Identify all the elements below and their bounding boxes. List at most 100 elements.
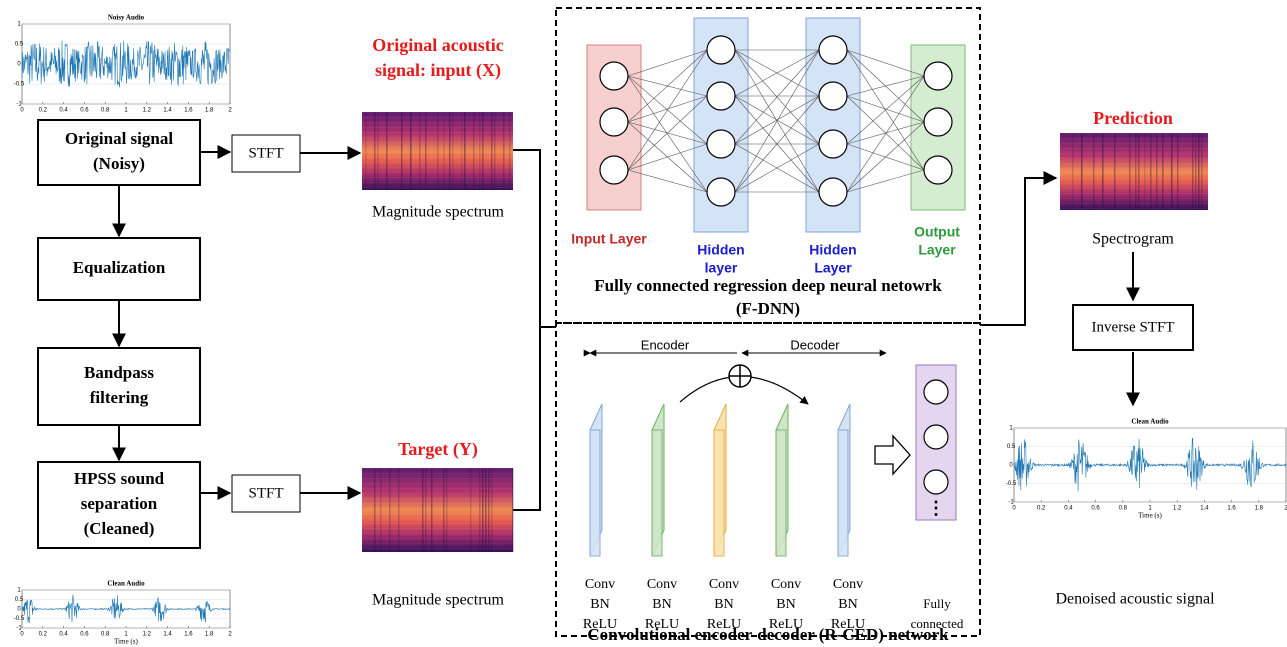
x-tick-label: 0.2: [1037, 506, 1046, 512]
spec-band: [362, 177, 513, 178]
conv-label: BN: [714, 597, 733, 612]
flow-box-text: (Cleaned): [84, 519, 155, 538]
layer-label: Layer: [814, 260, 852, 276]
spec-stripe: [485, 468, 487, 552]
conv-label: BN: [590, 597, 609, 612]
x-tick-label: 0.8: [1119, 506, 1128, 512]
x-tick-label: 1.8: [205, 632, 214, 638]
spec-stripe: [401, 112, 403, 190]
y-tick-label: 0: [17, 607, 21, 613]
flow-box-text: HPSS sound: [74, 469, 165, 488]
spec-band: [1060, 198, 1208, 199]
x-tick-label: 1.8: [1255, 506, 1264, 512]
spec-stripe: [419, 112, 421, 190]
conv-label: Conv: [647, 577, 677, 592]
conv-label: BN: [776, 597, 795, 612]
x-tick-label: 0: [20, 632, 24, 638]
x-tick-label: 1.2: [143, 632, 152, 638]
spec-band: [1060, 143, 1208, 144]
x-tick-label: 0: [1012, 506, 1016, 512]
conv-label: BN: [838, 597, 857, 612]
spec-stripe: [422, 468, 424, 552]
layer-label: Input Layer: [571, 231, 647, 247]
fc-label: Fully: [923, 596, 951, 611]
spec-stripe: [425, 468, 427, 552]
spec-band: [362, 533, 513, 534]
x-tick-label: 0.2: [39, 108, 48, 114]
spec-stripe: [491, 112, 493, 190]
flow-box-text: filtering: [90, 388, 149, 407]
neuron: [819, 178, 847, 206]
prediction-title: Prediction: [1093, 108, 1173, 128]
x-tick-label: 1.4: [163, 108, 172, 114]
spectrum-title: signal: input (X): [375, 60, 501, 81]
neuron: [819, 130, 847, 158]
spec-band: [362, 172, 513, 173]
neuron: [924, 62, 952, 90]
dnn-caption: Fully connected regression deep neural n…: [594, 276, 942, 295]
spec-stripe: [380, 468, 382, 552]
spec-band: [362, 122, 513, 123]
spec-stripe: [365, 112, 367, 190]
x-tick-label: 0.6: [1091, 506, 1100, 512]
spec-band: [362, 187, 513, 188]
x-tick-label: 1.6: [1227, 506, 1236, 512]
flow-box-text: Bandpass: [84, 363, 154, 382]
spec-stripe: [425, 112, 427, 190]
x-tick-label: 0.4: [59, 108, 68, 114]
spec-stripe: [431, 468, 433, 552]
spec-stripe: [449, 112, 451, 190]
layer-label: layer: [705, 260, 738, 276]
stft-text: STFT: [248, 485, 283, 501]
spec-stripe: [479, 468, 481, 552]
spec-band: [362, 513, 513, 514]
layer-label: Output: [914, 224, 960, 240]
layer-label: Hidden: [809, 242, 856, 258]
x-tick-label: 1.2: [143, 108, 152, 114]
spec-stripe: [491, 468, 493, 552]
conv-slab: [590, 430, 600, 556]
y-tick-label: 0: [1009, 463, 1013, 469]
conv-label: Conv: [833, 577, 863, 592]
spec-band: [362, 508, 513, 509]
spec-stripe: [482, 468, 484, 552]
neuron: [707, 36, 735, 64]
y-tick-label: -0.5: [14, 616, 25, 622]
x-tick-label: 0.2: [39, 632, 48, 638]
conv-label: Conv: [771, 577, 801, 592]
spec-band: [1060, 148, 1208, 149]
spec-stripe: [389, 468, 391, 552]
spec-stripe: [464, 112, 466, 190]
spec-band: [362, 112, 513, 113]
connector: [513, 150, 556, 510]
inverse-text: Inverse STFT: [1092, 319, 1175, 335]
x-tick-label: 1.8: [205, 108, 214, 114]
neuron: [707, 82, 735, 110]
hollow-arrow: [875, 436, 910, 474]
spec-stripe: [386, 112, 388, 190]
y-tick-label: 0: [17, 62, 21, 68]
spec-stripe: [446, 468, 448, 552]
neuron: [924, 108, 952, 136]
spec-stripe: [410, 112, 412, 190]
neuron: [924, 156, 952, 184]
spec-stripe: [482, 112, 484, 190]
x-tick-label: 0.8: [101, 632, 110, 638]
x-axis-label: Time (s): [1138, 512, 1162, 520]
spectrum-caption: Magnitude spectrum: [372, 204, 505, 221]
x-tick-label: 0.6: [80, 108, 89, 114]
spec-band: [362, 528, 513, 529]
spec-stripe: [488, 468, 490, 552]
flow-box-text: Original signal: [65, 129, 173, 148]
x-tick-label: 0.4: [1064, 506, 1073, 512]
conv-slab: [776, 430, 786, 556]
spec-band: [362, 523, 513, 524]
y-tick-label: -0.5: [1006, 481, 1017, 487]
spectrum-title: Original acoustic: [372, 35, 504, 55]
spec-band: [362, 167, 513, 168]
spectrogram-caption: Spectrogram: [1092, 231, 1174, 248]
spec-stripe: [398, 468, 400, 552]
y-tick-label: 0.5: [15, 597, 24, 603]
spec-stripe: [377, 112, 379, 190]
spec-band: [362, 147, 513, 148]
